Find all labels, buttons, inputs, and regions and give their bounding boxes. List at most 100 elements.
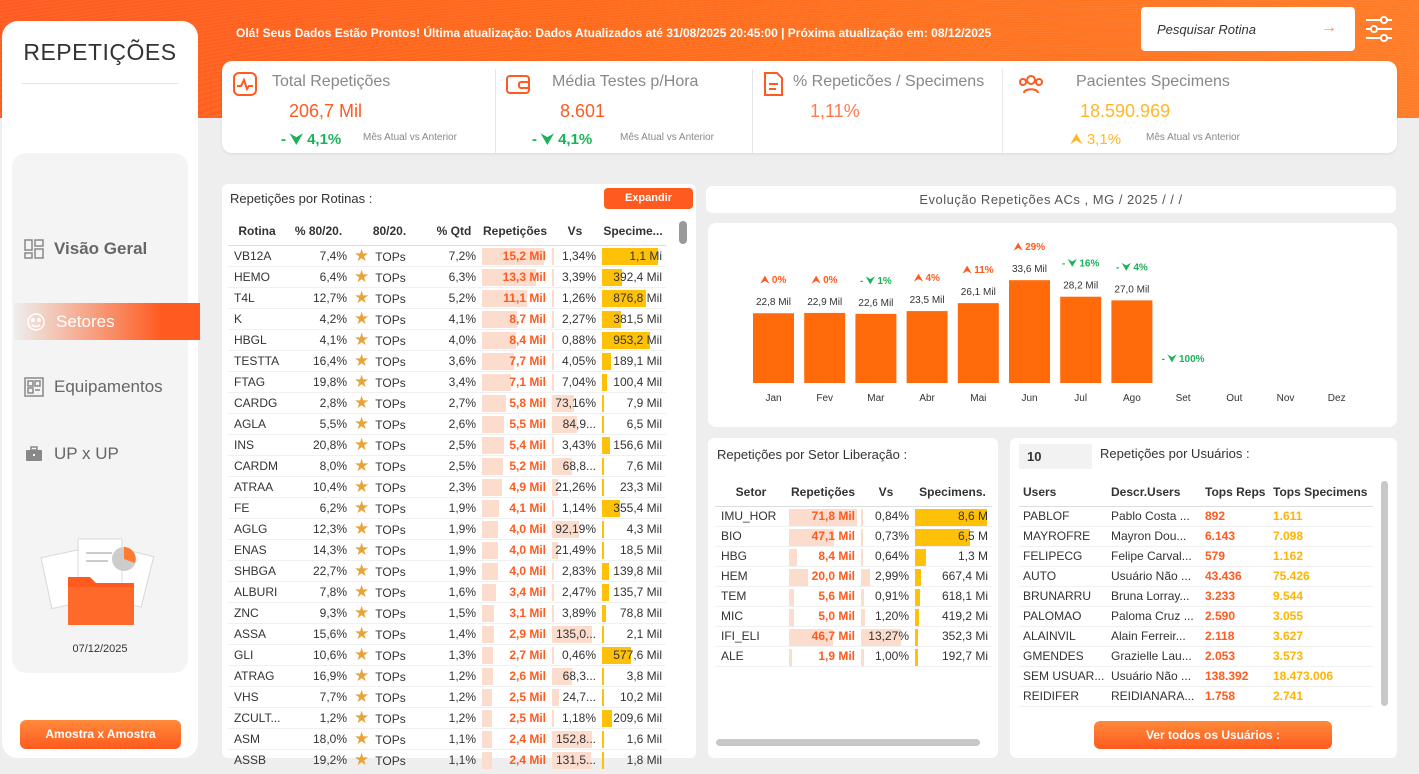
divider	[22, 83, 178, 84]
chart-bar[interactable]	[957, 303, 999, 383]
chart-bar[interactable]	[855, 313, 897, 383]
table-cell: TEM	[715, 586, 787, 607]
table-row[interactable]: VB12A 7,4% ★ TOPs 7,2% 15,2 Mil 1,34% 1,1 Mi	[228, 245, 666, 267]
table-row[interactable]: ZCULT... 1,2% ★ TOPs 1,2% 2,5 Mil 1,18% 209,6 M…	[228, 707, 666, 729]
table-row[interactable]: HBGL 4,1% ★ TOPs 4,0% 8,4 Mil 0,88% 953,2 Mil	[228, 329, 666, 351]
scrollbar[interactable]	[716, 739, 980, 746]
table-cell: ★ TOPs	[351, 371, 428, 393]
table-row[interactable]: REIDIFER REIDIANARA... 1.758 2.741	[1019, 686, 1373, 707]
table-row[interactable]: GLI 10,6% ★ TOPs 1,3% 2,7 Mil 0,46% 577,6 Mil	[228, 644, 666, 666]
chart-bar[interactable]	[906, 311, 948, 383]
table-row[interactable]: ENAS 14,3% ★ TOPs 1,9% 4,0 Mil 21,49% 18,5 Mil	[228, 539, 666, 561]
table-row[interactable]: ALE 1,9 Mil 1,00% 192,7 Mi	[715, 646, 992, 667]
nav-visao-geral[interactable]: Visão Geral	[24, 239, 147, 259]
table-cell: ★ TOPs	[351, 350, 428, 372]
cell-text: 7,8%	[319, 584, 347, 599]
table-row[interactable]: CARDG 2,8% ★ TOPs 2,7% 5,8 Mil 73,16% 7,9 Mil	[228, 392, 666, 414]
column-header[interactable]: Tops Specimens	[1269, 478, 1373, 507]
table-row[interactable]: ATRAG 16,9% ★ TOPs 1,2% 2,6 Mil 68,3... 3,8 Mil	[228, 665, 666, 687]
search-input[interactable]: Pesquisar Rotina →	[1141, 7, 1355, 51]
chart-bar[interactable]	[804, 312, 846, 383]
column-header[interactable]: Rotina	[228, 217, 286, 246]
table-row[interactable]: FE 6,2% ★ TOPs 1,9% 4,1 Mil 1,14% 355,4 Mil	[228, 497, 666, 519]
sliders-icon[interactable]	[1364, 14, 1394, 44]
column-header[interactable]: % 80/20.	[286, 217, 351, 246]
table-row[interactable]: HEMO 6,4% ★ TOPs 6,3% 13,3 Mil 3,39% 392,4 Mil	[228, 266, 666, 288]
table-row[interactable]: VHS 7,7% ★ TOPs 1,2% 2,5 Mil 24,7... 10,2 Mil	[228, 686, 666, 708]
table-cell: GLI	[228, 644, 286, 666]
ver-usuarios-button[interactable]: Ver todos os Usuários :	[1094, 721, 1332, 749]
column-header[interactable]: Vs	[550, 217, 600, 246]
cell-text: TOPs	[375, 270, 406, 285]
table-row[interactable]: ASSA 15,6% ★ TOPs 1,4% 2,9 Mil 135,0... 2,1 Mil	[228, 623, 666, 645]
nav-setores[interactable]: Setores	[14, 303, 200, 340]
table-row[interactable]: AGLG 12,3% ★ TOPs 1,9% 4,0 Mil 92,19% 4,3 Mil	[228, 518, 666, 540]
column-header[interactable]: Specime...	[600, 217, 666, 246]
table-row[interactable]: T4L 12,7% ★ TOPs 5,2% 11,1 Mil 1,26% 876,8 Mil	[228, 287, 666, 309]
table-row[interactable]: TESTTA 16,4% ★ TOPs 3,6% 7,7 Mil 4,05% 189,1 Mi…	[228, 350, 666, 372]
column-header[interactable]: Specimens.	[913, 478, 992, 507]
table-cell: 22,7%	[286, 560, 351, 582]
table-row[interactable]: ALBURI 7,8% ★ TOPs 1,6% 3,4 Mil 2,47% 135,7 Mil	[228, 581, 666, 603]
column-header[interactable]: Tops Reps	[1201, 478, 1269, 507]
column-header[interactable]: Vs	[859, 478, 913, 507]
table-row[interactable]: HEM 20,0 Mil 2,99% 667,4 Mi	[715, 566, 992, 587]
amostra-button[interactable]: Amostra x Amostra	[20, 720, 181, 749]
table-cell: 7,7 Mil	[480, 350, 550, 372]
nav-up-x-up[interactable]: UP x UP	[24, 444, 119, 464]
table-row[interactable]: FELIPECG Felipe Carval... 579 1.162	[1019, 546, 1373, 567]
chart-bar[interactable]	[1111, 300, 1153, 383]
table-row[interactable]: INS 20,8% ★ TOPs 2,5% 5,4 Mil 3,43% 156,6 Mil	[228, 434, 666, 456]
star-icon: ★	[354, 350, 370, 370]
table-row[interactable]: ASM 18,0% ★ TOPs 1,1% 2,4 Mil 152,8... 1,6 Mil	[228, 728, 666, 750]
chart-bar[interactable]	[753, 313, 794, 383]
column-header[interactable]: Repetições	[787, 478, 859, 507]
table-row[interactable]: ALAINVIL Alain Ferreir... 2.118 3.627	[1019, 626, 1373, 647]
table-row[interactable]: HBG 8,4 Mil 0,64% 1,3 M	[715, 546, 992, 567]
table-row[interactable]: PALOMAO Paloma Cruz ... 2.590 3.055	[1019, 606, 1373, 627]
table-cell: ALAINVIL	[1019, 626, 1107, 647]
column-header[interactable]: Users	[1019, 478, 1107, 507]
table-row[interactable]: SEM USUAR... Usuário Não ... 138.392 18.473…	[1019, 666, 1373, 687]
table-cell: 0,88%	[550, 329, 600, 351]
column-header[interactable]: Descr.Users	[1107, 478, 1201, 507]
nav-equipamentos[interactable]: Equipamentos	[24, 377, 163, 397]
table-cell: Usuário Não ...	[1107, 566, 1201, 587]
scrollbar[interactable]	[1381, 481, 1388, 706]
table-row[interactable]: ZNC 9,3% ★ TOPs 1,5% 3,1 Mil 3,89% 78,8 Mil	[228, 602, 666, 624]
chart-bar[interactable]	[1009, 280, 1050, 383]
table-row[interactable]: MAYROFRE Mayron Dou... 6.143 7.098	[1019, 526, 1373, 547]
expandir-button[interactable]: Expandir	[604, 188, 693, 209]
data-bar	[552, 268, 554, 286]
column-header[interactable]: 80/20.	[351, 217, 428, 246]
table-row[interactable]: FTAG 19,8% ★ TOPs 3,4% 7,1 Mil 7,04% 100,4 Mil	[228, 371, 666, 393]
topn-input[interactable]: 10	[1019, 444, 1092, 469]
arrow-right-icon[interactable]: →	[1321, 19, 1337, 36]
column-header[interactable]: % Qtd	[428, 217, 480, 246]
chart-bar[interactable]	[1060, 296, 1102, 383]
column-header[interactable]: Repetições	[480, 217, 550, 246]
table-row[interactable]: IFI_ELI 46,7 Mil 13,27% 352,3 Mi	[715, 626, 992, 647]
table-row[interactable]: ASSB 19,2% ★ TOPs 1,1% 2,4 Mil 131,5... 1,8 Mil	[228, 749, 666, 771]
table-row[interactable]: PABLOF Pablo Costa ... 892 1.611	[1019, 506, 1373, 527]
table-row[interactable]: MIC 5,0 Mil 1,20% 419,2 Mi	[715, 606, 992, 627]
table-row[interactable]: AUTO Usuário Não ... 43.436 75.426	[1019, 566, 1373, 587]
rotinas-table: Rotina% 80/20. 80/20.% Qtd Repetições Vs Spe…	[228, 217, 666, 771]
table-row[interactable]: IMU_HOR 71,8 Mil 0,84% 8,6 M	[715, 506, 992, 527]
table-row[interactable]: ATRAA 10,4% ★ TOPs 2,3% 4,9 Mil 21,26% 23,3 Mil	[228, 476, 666, 498]
table-row[interactable]: TEM 5,6 Mil 0,91% 618,1 Mi	[715, 586, 992, 607]
table-row[interactable]: BIO 47,1 Mil 0,73% 6,5 M	[715, 526, 992, 547]
data-bar	[861, 568, 870, 585]
data-bar	[789, 548, 798, 565]
data-bar	[552, 541, 559, 559]
table-row[interactable]: CARDM 8,0% ★ TOPs 2,5% 5,2 Mil 68,8... 7,6 Mil	[228, 455, 666, 477]
data-bar	[861, 528, 864, 545]
table-row[interactable]: K 4,2% ★ TOPs 4,1% 8,7 Mil 2,27% 381,5 Mil	[228, 308, 666, 330]
table-row[interactable]: SHBGA 22,7% ★ TOPs 1,9% 4,0 Mil 2,83% 139,8 Mil	[228, 560, 666, 582]
table-row[interactable]: GMENDES Grazielle Lau... 2.053 3.573	[1019, 646, 1373, 667]
table-row[interactable]: BRUNARRU Bruna Lorray... 3.233 9.544	[1019, 586, 1373, 607]
column-header[interactable]: Setor	[715, 478, 787, 507]
table-row[interactable]: AGLA 5,5% ★ TOPs 2,6% 5,5 Mil 84,9... 6,5 Mil	[228, 413, 666, 435]
scrollbar[interactable]	[679, 221, 687, 244]
data-bar	[789, 608, 794, 625]
